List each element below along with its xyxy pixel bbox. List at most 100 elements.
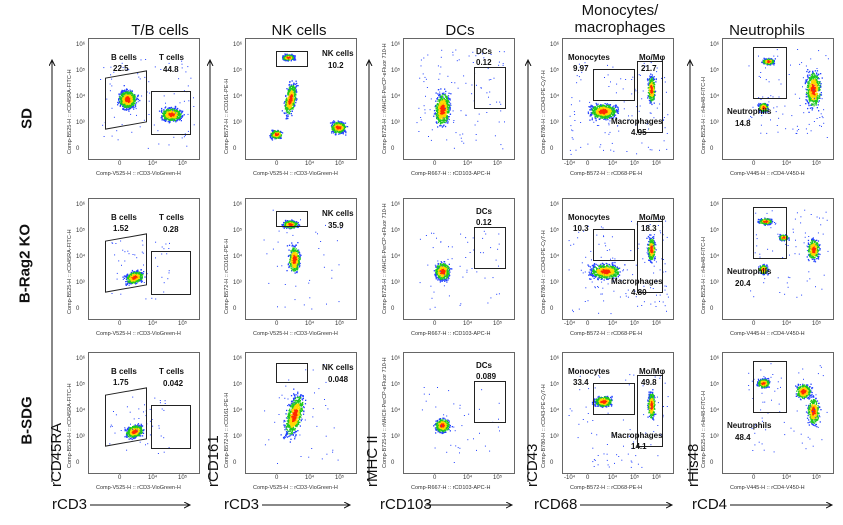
x-tick-label: 10⁴ xyxy=(463,321,473,327)
gate-value-macrophages: 4.80 xyxy=(631,288,647,297)
gate-value-t-cells: 0.28 xyxy=(163,225,179,234)
gate-label-nk-cells: NK cells xyxy=(322,49,354,58)
plot-cell-c4-r2: Neutrophils 48.4 Comp-V445-H :: rCD4-V450-… xyxy=(700,352,840,512)
mini-y-axis-label: Comp-B525-H :: rCD45RA-FITC-H xyxy=(67,69,73,154)
mini-x-axis-label: Comp-V445-H :: rCD4-V450-H xyxy=(730,331,805,337)
gate-value-mo-mphi: 21.7 xyxy=(641,64,657,73)
x-axis-label-dc: rCD103 xyxy=(380,496,432,513)
mini-x-axis-label: Comp-R667-H :: rCD103-APC-H xyxy=(411,485,491,491)
gate-label-mo-mphi: Mo/Mφ xyxy=(639,367,666,376)
mini-y-axis-label: Comp-B725-H :: rMHCII-PerCP-eFluor 710-H xyxy=(382,203,388,314)
gate-value-mo-mphi: 18.3 xyxy=(641,224,657,233)
gate-b-cells xyxy=(105,233,147,293)
plot-panel: Neutrophils 14.8 xyxy=(722,38,834,160)
gate-label-dcs: DCs xyxy=(476,47,493,56)
scatter-density xyxy=(748,363,828,453)
y-tick-label: 10³ xyxy=(391,280,400,286)
gate-value-nk-cells: 35.9 xyxy=(328,221,344,230)
mini-x-axis-label: Comp-V525-H :: rCD3-VioGreen-H xyxy=(96,331,181,337)
x-tick-label: 10⁵ xyxy=(335,321,345,327)
y-tick-label: 10⁵ xyxy=(391,382,401,388)
gate-value-neutrophils: 20.4 xyxy=(735,279,751,288)
y-tick-label: 10⁵ xyxy=(550,382,560,388)
y-tick-label: 10³ xyxy=(710,120,719,126)
x-tick-label: 10⁴ xyxy=(608,475,618,481)
gate-label-monocytes: Monocytes xyxy=(568,53,610,62)
gate-value-t-cells: 44.8 xyxy=(163,65,179,74)
y-tick-label: 0 xyxy=(391,460,395,466)
x-axis-label-tb: rCD3 xyxy=(52,496,88,513)
gate-label-neutrophils: Neutrophils xyxy=(727,421,772,430)
gate-value-dcs: 0.12 xyxy=(476,218,492,227)
y-tick-label: 10⁶ xyxy=(391,42,401,48)
scatter-density xyxy=(100,59,195,149)
gate-value-neutrophils: 14.8 xyxy=(735,119,751,128)
mini-y-axis-label: Comp-B725-H :: rMHCII-PerCP-eFluor 710-H xyxy=(382,43,388,154)
gate-nk-cells xyxy=(276,363,308,383)
plot-cell-c4-r0: Neutrophils 14.8 Comp-V445-H :: rCD4-V450-… xyxy=(700,38,840,198)
gate-label-nk-cells: NK cells xyxy=(322,209,354,218)
x-tick-label: 10⁴ xyxy=(782,321,792,327)
y-tick-label: 0 xyxy=(391,146,395,152)
y-tick-label: 0 xyxy=(710,460,714,466)
y-tick-label: 10⁵ xyxy=(550,228,560,234)
y-tick-label: 0 xyxy=(76,146,80,152)
x-tick-label: 10⁵ xyxy=(812,475,822,481)
x-tick-label: 10⁵ xyxy=(335,475,345,481)
gate-value-monocytes: 33.4 xyxy=(573,378,589,387)
y-tick-label: 0 xyxy=(550,460,554,466)
mini-y-axis-label: Comp-B572-H :: rCD161-PE-H xyxy=(224,238,230,314)
plot-panel: DCs 0.089 xyxy=(403,352,515,474)
x-tick-label: 10⁴ xyxy=(305,161,315,167)
plot-cell-c3-r0: Monocytes 9.97 Mo/Mφ 21.7 Macrophages 4.95 Com… xyxy=(540,38,680,198)
gate-mo-mphi xyxy=(637,61,663,133)
y-tick-label: 10⁶ xyxy=(391,202,401,208)
y-tick-label: 10³ xyxy=(550,434,559,440)
y-tick-label: 10⁴ xyxy=(550,94,560,100)
x-tick-label: 10⁵ xyxy=(493,161,503,167)
x-tick-label: 0 xyxy=(275,475,279,481)
x-tick-label: 10⁴ xyxy=(305,321,315,327)
x-tick-label: 10⁵ xyxy=(812,161,822,167)
x-tick-label: 10⁵ xyxy=(630,321,640,327)
gate-label-dcs: DCs xyxy=(476,207,493,216)
y-tick-label: 0 xyxy=(391,306,395,312)
gate-b-cells xyxy=(105,387,147,447)
plot-cell-c0-r1: B cells 1.52 T cells 0.28 Comp-V525-H :: rCD… xyxy=(66,198,206,358)
plot-cell-c3-r2: Monocytes 33.4 Mo/Mφ 49.8 Macrophages 14.1 Com… xyxy=(540,352,680,512)
y-tick-label: 0 xyxy=(233,460,237,466)
y-tick-label: 10⁶ xyxy=(550,202,560,208)
y-tick-label: 0 xyxy=(233,306,237,312)
x-tick-label: 10⁴ xyxy=(782,475,792,481)
y-tick-label: 10⁵ xyxy=(710,68,720,74)
y-tick-label: 0 xyxy=(76,306,80,312)
gate-value-b-cells: 1.52 xyxy=(113,224,129,233)
x-tick-label: 10⁵ xyxy=(493,475,503,481)
y-tick-label: 0 xyxy=(710,146,714,152)
y-tick-label: 10³ xyxy=(233,280,242,286)
gate-value-nk-cells: 10.2 xyxy=(328,61,344,70)
y-tick-label: 10⁵ xyxy=(233,382,243,388)
x-tick-label: -10⁴ xyxy=(564,475,576,481)
mini-y-axis-label: Comp-B525-H :: rHis48-FITC-H xyxy=(701,390,707,468)
mini-x-axis-label: Comp-V525-H :: rCD3-VioGreen-H xyxy=(96,171,181,177)
x-tick-label: 10⁶ xyxy=(652,321,662,327)
plot-panel: NK cells 0.048 xyxy=(245,352,357,474)
x-tick-label: -10⁴ xyxy=(564,161,576,167)
plot-panel: DCs 0.12 xyxy=(403,198,515,320)
y-tick-label: 10⁵ xyxy=(550,68,560,74)
gate-label-macrophages: Macrophages xyxy=(611,277,663,286)
scatter-density xyxy=(750,209,829,298)
plot-panel: Monocytes 33.4 Mo/Mφ 49.8 Macrophages 14.1 xyxy=(562,352,674,474)
gate-label-b-cells: B cells xyxy=(111,53,137,62)
y-tick-label: 10⁵ xyxy=(710,382,720,388)
gate-t-cells xyxy=(151,91,191,135)
y-tick-label: 10³ xyxy=(710,434,719,440)
scatter-density xyxy=(111,240,170,300)
plot-cell-c2-r0: DCs 0.12 Comp-R667-H :: rCD103-APC-H Comp-B… xyxy=(381,38,521,198)
gate-value-b-cells: 1.75 xyxy=(113,378,129,387)
plot-cell-c3-r1: Monocytes 10.3 Mo/Mφ 18.3 Macrophages 4.80 Com… xyxy=(540,198,680,358)
mini-x-axis-label: Comp-V525-H :: rCD3-VioGreen-H xyxy=(253,331,338,337)
y-tick-label: 10⁶ xyxy=(710,356,720,362)
